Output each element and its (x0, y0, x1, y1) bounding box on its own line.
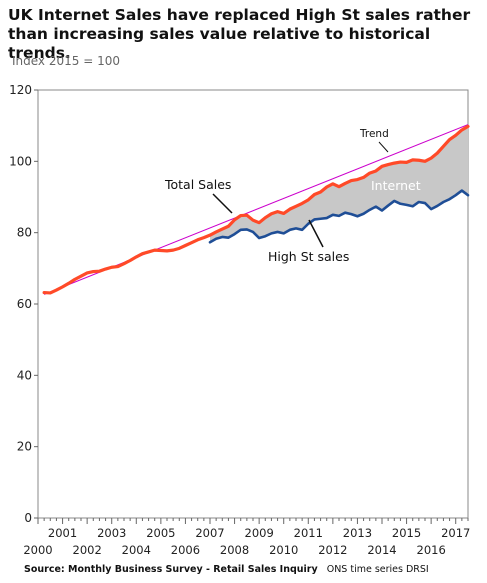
chart-title: UK Internet Sales have replaced High St … (8, 6, 478, 63)
x-tick-label-2014: 2014 (367, 543, 396, 557)
plot-area (37, 89, 469, 519)
y-axis-unit-label: Index 2015 = 100 (12, 54, 120, 68)
x-tick-label-2004: 2004 (122, 543, 151, 557)
x-tick-label-2001: 2001 (48, 526, 77, 540)
y-axis: 0 20 40 60 80 100 120 (9, 83, 38, 525)
x-tick-label-2008: 2008 (220, 543, 249, 557)
chart-annotations: Total Sales High St sales Trend Internet (164, 128, 421, 264)
y-tick-label-120: 120 (9, 83, 32, 97)
annotation-high-st-sales-pointer (308, 219, 324, 248)
y-tick-label-80: 80 (17, 226, 32, 240)
source-note: Source: Monthly Business Survey - Retail… (24, 564, 429, 575)
y-tick-label-60: 60 (17, 297, 32, 311)
x-tick-label-2003: 2003 (97, 526, 126, 540)
x-tick-label-2009: 2009 (245, 526, 274, 540)
total-sales-series (42, 124, 470, 295)
annotation-trend-pointer (378, 141, 389, 153)
x-tick-label-2006: 2006 (171, 543, 200, 557)
high-st-sales-line (208, 189, 470, 244)
y-tick-label-40: 40 (17, 368, 32, 382)
x-tick-label-2017: 2017 (441, 526, 470, 540)
source-label: Source: Monthly Business Survey - Retail… (24, 564, 318, 575)
annotation-high-st-sales: High St sales (268, 249, 349, 264)
x-tick-label-2005: 2005 (146, 526, 175, 540)
x-tick-label-2000: 2000 (23, 543, 52, 557)
x-tick-label-2013: 2013 (343, 526, 372, 540)
x-tick-label-2010: 2010 (269, 543, 298, 557)
annotation-total-sales: Total Sales (164, 177, 231, 192)
annotation-trend: Trend (359, 128, 389, 140)
x-tick-label-2012: 2012 (318, 543, 347, 557)
x-tick-label-2016: 2016 (417, 543, 446, 557)
total-sales-line (42, 124, 470, 295)
y-tick-label-20: 20 (17, 440, 32, 454)
y-tick-label-0: 0 (24, 511, 32, 525)
source-series-id: ONS time series DRSI (326, 564, 429, 575)
chart-title-line-2: than increasing sales value relative to … (8, 25, 431, 62)
y-tick-label-100: 100 (9, 154, 32, 168)
x-tick-label-2015: 2015 (392, 526, 421, 540)
high-st-sales-series (208, 189, 470, 244)
x-tick-label-2011: 2011 (294, 526, 323, 540)
x-tick-label-2002: 2002 (73, 543, 102, 557)
annotation-internet: Internet (371, 178, 421, 193)
x-axis: 2001 2003 2005 2007 2009 2011 2013 2015 2017 2000… (23, 518, 470, 557)
chart-title-line-1: UK Internet Sales have replaced High St … (8, 6, 471, 24)
x-tick-label-2007: 2007 (195, 526, 224, 540)
annotation-total-sales-pointer (212, 193, 233, 214)
